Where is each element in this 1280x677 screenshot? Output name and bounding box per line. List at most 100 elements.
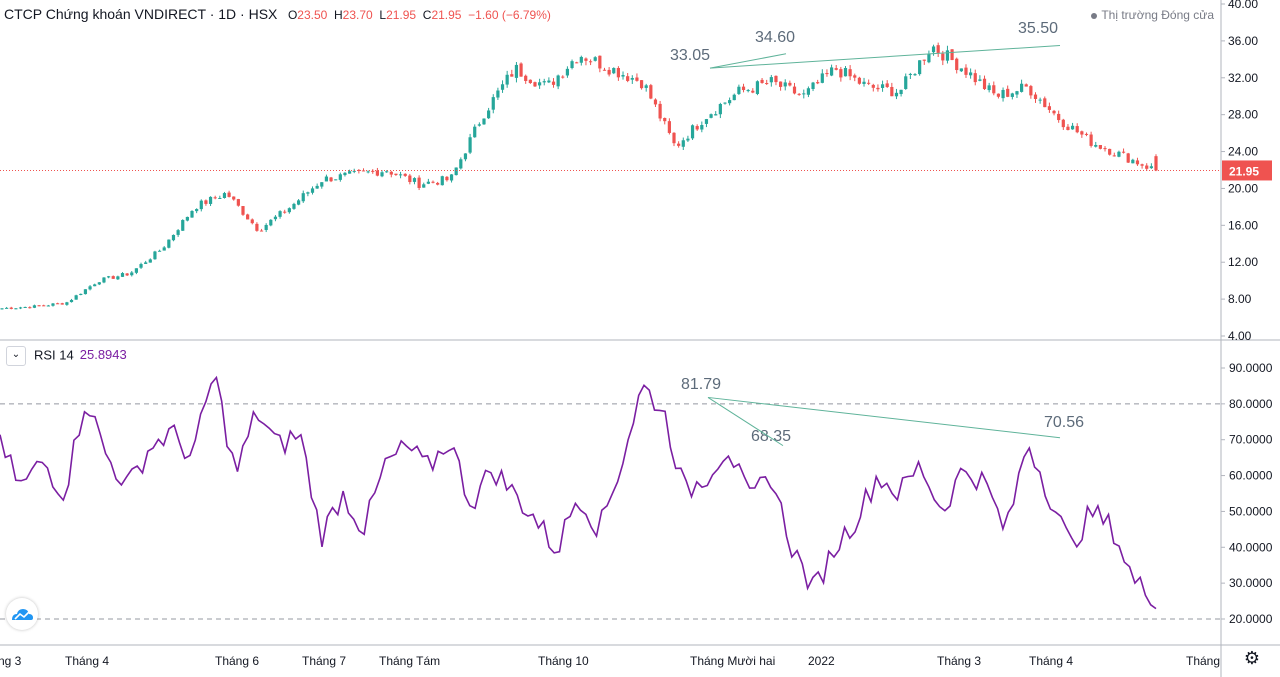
candle-body [269, 219, 273, 226]
candle-body [588, 61, 593, 63]
rsi-axis[interactable]: 90.0000 80.0000 70.0000 60.0000 50.0000 40.00… [1221, 361, 1273, 626]
candle-body [338, 174, 342, 180]
candle-body [955, 58, 959, 71]
candle-body [639, 80, 644, 89]
rsi-legend: ⌄ RSI 14 25.8943 [6, 346, 127, 366]
candle-body [88, 286, 92, 290]
candle-body [157, 250, 162, 252]
candle-body [686, 138, 690, 141]
candle-body [463, 153, 468, 160]
rsi-trendline-short[interactable] [707, 397, 784, 447]
candle-body [473, 126, 477, 138]
candle-body [171, 234, 176, 241]
candle-body [9, 307, 13, 309]
candle-body [760, 79, 764, 83]
candle-body [709, 114, 713, 118]
candle-body [695, 126, 699, 130]
rsi-tick-label: 90.0000 [1229, 361, 1273, 375]
candle-body [635, 77, 639, 81]
candle-body [227, 192, 231, 197]
candle-body [208, 196, 213, 204]
time-axis-label: Tháng 4 [65, 654, 109, 668]
candle-body [1094, 144, 1098, 147]
candle-body [918, 60, 922, 75]
time-axis-label: Tháng Mười hai [690, 654, 775, 668]
candle-body [199, 200, 203, 210]
candle-body [677, 143, 681, 146]
gear-icon[interactable]: ⚙ [1243, 648, 1260, 668]
candle-body [533, 82, 537, 87]
rsi-tick-label: 20.0000 [1229, 612, 1273, 626]
candle-body [644, 85, 648, 88]
candle-body [672, 132, 676, 144]
candle-body [584, 58, 588, 61]
rsi-tick-label: 40.0000 [1229, 540, 1273, 554]
price-trendline[interactable] [709, 45, 1061, 69]
candle-body [1098, 145, 1102, 149]
candle-body [890, 86, 894, 97]
candle-body [195, 209, 199, 212]
candle-body [422, 184, 426, 188]
candle-body [792, 86, 797, 94]
candle-body [278, 211, 282, 217]
candle-body [959, 68, 963, 72]
candle-body [1066, 126, 1070, 131]
candle-body [111, 276, 115, 279]
candle-body [626, 76, 630, 81]
candle-body [732, 94, 736, 101]
candle-body [769, 77, 773, 83]
rsi-peak-label: 81.79 [681, 376, 721, 393]
candle-body [1061, 119, 1065, 128]
price-tick-label: 28.00 [1228, 108, 1258, 122]
candle-body [371, 170, 375, 172]
chevron-down-icon[interactable]: ⌄ [6, 346, 26, 366]
last-price-label: 21.95 [1229, 164, 1259, 178]
candle-body [23, 306, 27, 308]
candle-body [436, 182, 440, 185]
price-axis[interactable]: 40.00 36.00 32.00 28.00 24.00 20.00 16.00 12.00… [1221, 0, 1272, 343]
candle-body [802, 93, 806, 95]
candle-body [176, 230, 180, 235]
rsi-trendline[interactable] [707, 396, 1061, 439]
symbol-title: CTCP Chứng khoán VNDIRECT · 1D · HSX [4, 6, 278, 22]
candle-body [1135, 160, 1140, 165]
candle-body [273, 216, 278, 220]
candle-body [1154, 156, 1158, 171]
candle-body [630, 78, 634, 80]
ohlc-values: O23.50 H23.70 L21.95 C21.95 −1.60 (−6.79… [287, 8, 551, 22]
candle-body [468, 137, 472, 153]
candle-body [853, 75, 857, 78]
candle-body [913, 74, 917, 76]
price-tick-label: 32.00 [1228, 71, 1258, 85]
candle-body [885, 83, 889, 88]
candle-body [0, 308, 4, 310]
candle-body [1131, 159, 1135, 164]
candle-body [259, 230, 264, 232]
cloud-logo-icon[interactable] [6, 598, 38, 630]
candle-body [1080, 131, 1084, 135]
candle-body [1033, 94, 1038, 99]
candle-body [264, 224, 268, 230]
price-peak-label: 34.60 [755, 29, 795, 46]
candle-body [950, 49, 954, 61]
candle-body [551, 81, 556, 85]
candle-body [538, 82, 542, 86]
rsi-tick-label: 60.0000 [1229, 469, 1273, 483]
price-trendline-short[interactable] [709, 53, 787, 69]
time-axis-label: Tháng 10 [538, 654, 589, 668]
candle-body [519, 63, 523, 77]
candle-body [491, 97, 495, 110]
rsi-value: 25.8943 [79, 347, 127, 363]
price-peak-label: 35.50 [1018, 20, 1058, 37]
time-axis[interactable]: ng 3 Tháng 4 Tháng 6 Tháng 7 Tháng Tám Tháng … [0, 654, 1220, 668]
time-axis-label: Tháng 7 [302, 654, 346, 668]
candle-body [389, 171, 393, 175]
candle-body [927, 53, 931, 63]
candle-body [876, 87, 880, 90]
candle-body [880, 84, 885, 88]
rsi-label: RSI 14 [34, 347, 74, 363]
candle-body [324, 176, 329, 182]
price-tick-label: 8.00 [1228, 292, 1252, 306]
candle-body [102, 277, 106, 283]
